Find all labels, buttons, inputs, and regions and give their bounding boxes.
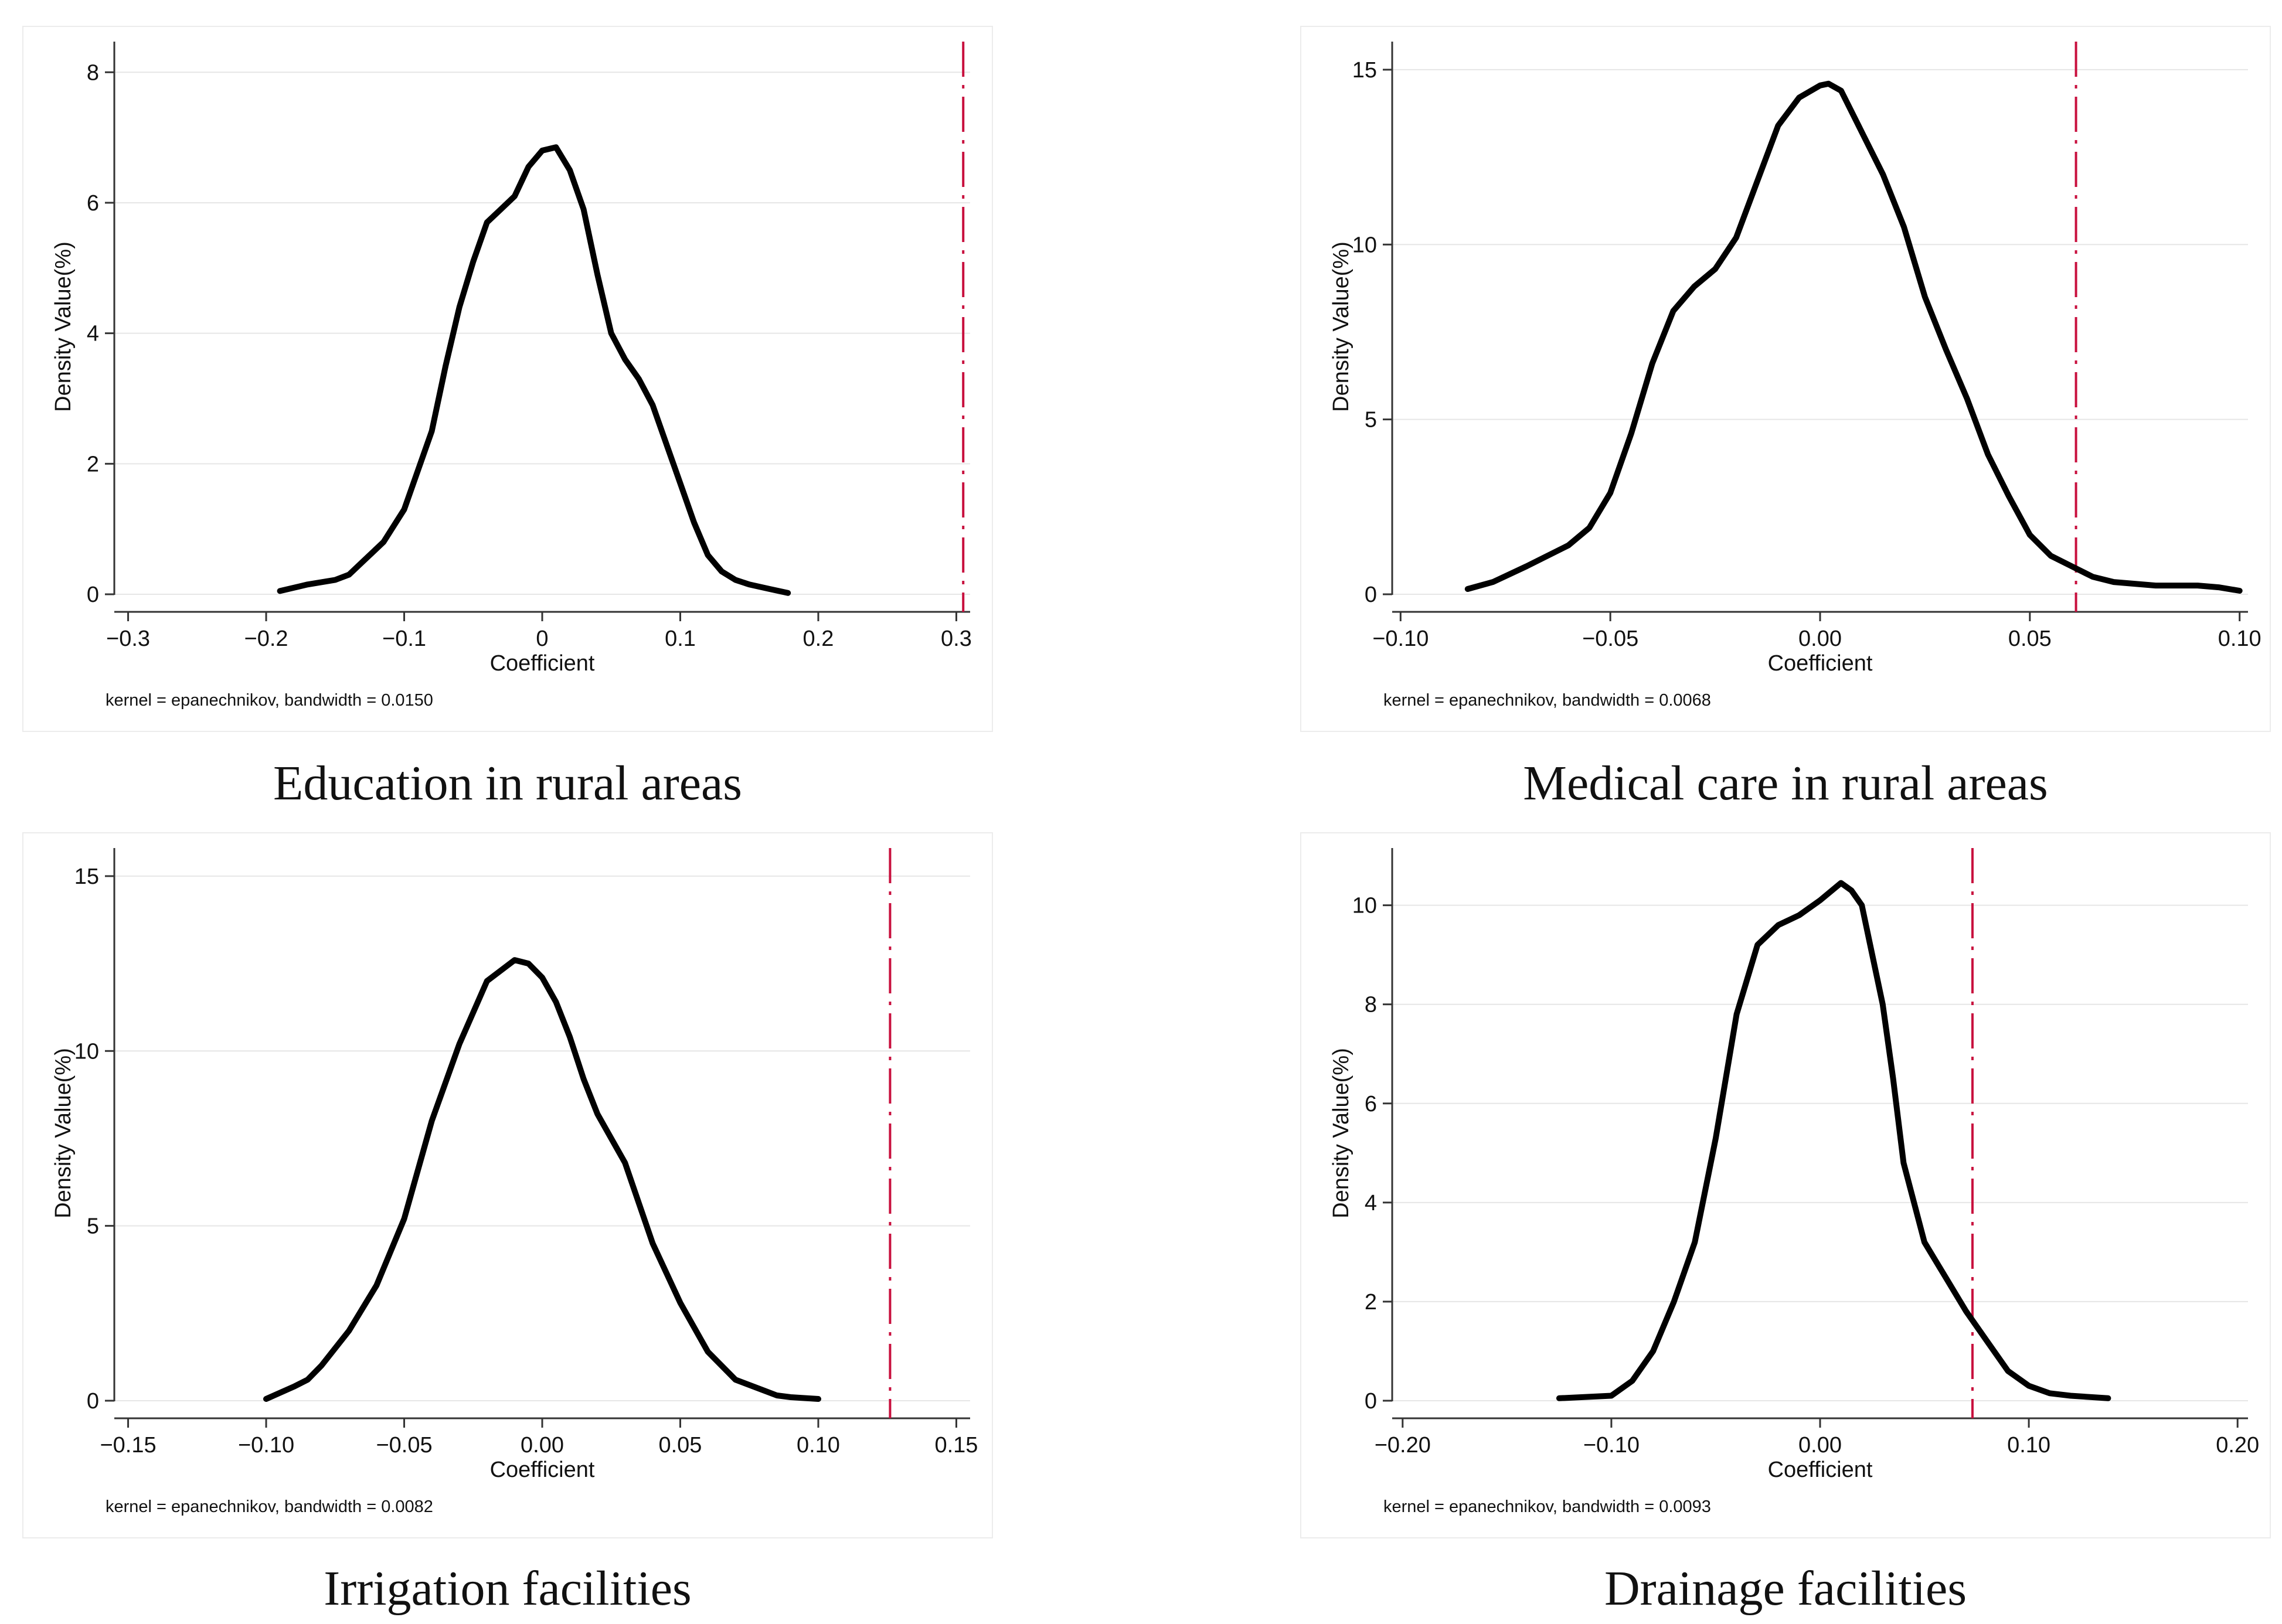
y-tick-label: 2 [87,452,99,476]
caption-irrigation: Irrigation facilities [324,1561,692,1616]
x-tick-label: −0.15 [100,1433,156,1458]
x-tick-label: −0.10 [1583,1433,1640,1458]
density-curve [263,957,821,1402]
x-tick-label: 0.00 [1798,1433,1842,1458]
density-curve [1556,880,2111,1401]
y-axis-title: Density Value(%) [1329,1048,1353,1218]
y-axis-title: Density Value(%) [1329,241,1353,412]
caption-education: Education in rural areas [273,756,742,811]
x-tick-label: 0.00 [1798,627,1842,651]
x-tick-label: 0.20 [2216,1433,2259,1458]
chart-panel-education: 0 2 4 6 8 −0.3 −0.2 −0.1 0 0.1 0.2 0.3 Coefficient De… [22,26,993,732]
x-axis-title: Coefficient [490,1458,595,1482]
x-tick-label: −0.05 [376,1433,432,1458]
y-tick-label: 15 [74,864,99,889]
x-tick-label: 0.00 [521,1433,564,1458]
y-tick-label: 8 [1365,993,1377,1017]
y-tick-label: 5 [87,1214,99,1239]
caption-medical-care: Medical care in rural areas [1523,756,2048,811]
y-tick-label: 6 [87,191,99,216]
x-tick-label: −0.10 [238,1433,294,1458]
x-axis-title: Coefficient [490,651,595,676]
x-tick-label: −0.2 [244,627,288,651]
x-tick-label: −0.05 [1582,627,1638,651]
kernel-note: kernel = epanechnikov, bandwidth = 0.015… [106,691,433,710]
x-axis-title: Coefficient [1768,1458,1873,1482]
kernel-note: kernel = epanechnikov, bandwidth = 0.009… [1383,1497,1711,1516]
chart-svg: 0 2 4 6 8 10 −0.20 −0.10 0.00 0.10 0.20 Coefficient… [1329,848,2259,1516]
x-tick-label: 0.05 [658,1433,702,1458]
x-tick-label: 0.05 [2008,627,2052,651]
kernel-note: kernel = epanechnikov, bandwidth = 0.006… [1383,691,1711,710]
x-tick-label: 0.15 [934,1433,978,1458]
y-tick-label: 8 [87,60,99,85]
x-tick-label: −0.20 [1375,1433,1431,1458]
chart-svg: 0 5 10 15 −0.15 −0.10 −0.05 0.00 0.05 0.10 0.15 Coe… [51,848,978,1516]
y-tick-label: 4 [87,322,99,346]
y-tick-label: 2 [1365,1290,1377,1315]
chart-panel-drainage: 0 2 4 6 8 10 −0.20 −0.10 0.00 0.10 0.20 Coefficient… [1300,832,2271,1538]
x-tick-label: −0.3 [106,627,150,651]
chart-panel-medical-care: 0 5 10 15 −0.10 −0.05 0.00 0.05 0.10 Coefficient D… [1300,26,2271,732]
density-curve [277,144,791,596]
y-tick-label: 10 [1352,894,1377,918]
y-tick-label: 10 [74,1039,99,1064]
y-tick-label: 10 [1352,233,1377,257]
x-tick-label: 0.1 [665,627,696,651]
y-tick-label: 0 [87,1389,99,1414]
chart-svg: 0 2 4 6 8 −0.3 −0.2 −0.1 0 0.1 0.2 0.3 Coefficient De… [51,42,972,710]
x-tick-label: −0.10 [1372,627,1429,651]
x-tick-label: 0.2 [803,627,834,651]
caption-drainage: Drainage facilities [1604,1561,1967,1616]
chart-panel-irrigation: 0 5 10 15 −0.15 −0.10 −0.05 0.00 0.05 0.10 0.15 Coe… [22,832,993,1538]
y-tick-label: 5 [1365,408,1377,433]
y-tick-label: 0 [87,583,99,607]
chart-svg: 0 5 10 15 −0.10 −0.05 0.00 0.05 0.10 Coefficient D… [1329,42,2261,710]
x-tick-label: −0.1 [382,627,426,651]
y-tick-label: 6 [1365,1092,1377,1116]
y-tick-label: 15 [1352,58,1377,83]
y-tick-label: 4 [1365,1191,1377,1216]
x-axis-title: Coefficient [1768,651,1873,676]
x-tick-label: 0 [536,627,548,651]
kernel-note: kernel = epanechnikov, bandwidth = 0.008… [106,1497,433,1516]
x-tick-label: 0.10 [797,1433,840,1458]
y-tick-label: 0 [1365,583,1377,607]
x-tick-label: 0.10 [2007,1433,2050,1458]
x-tick-label: 0.10 [2218,627,2261,651]
y-axis-title: Density Value(%) [51,1048,76,1218]
y-tick-label: 0 [1365,1389,1377,1414]
density-curve [1464,80,2243,594]
x-tick-label: 0.3 [941,627,972,651]
y-axis-title: Density Value(%) [51,241,76,412]
